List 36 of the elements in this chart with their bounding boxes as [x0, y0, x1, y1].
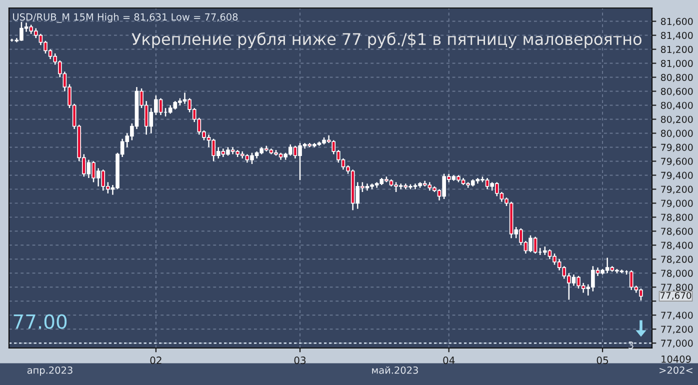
y-tick-label: 78,200	[661, 256, 693, 264]
text: апр.2023	[27, 366, 72, 376]
y-tick-label: 77,400	[661, 312, 693, 320]
y-tick-label: 81,200	[660, 46, 693, 54]
y-tick-label: 79,800	[661, 144, 693, 152]
text: >202<	[660, 366, 692, 374]
annotation: 3	[628, 341, 634, 349]
y-tick-label: 80,200	[660, 116, 693, 124]
text: Укрепление рубля ниже 77 руб./$1 в пятницу маловероятно	[132, 32, 642, 48]
y-tick-label: 79,600	[661, 158, 693, 166]
y-tick-label: 77,800	[661, 284, 693, 292]
y-tick-label: 80,400	[660, 102, 693, 110]
y-tick-label: 80,600	[660, 88, 693, 96]
x-tick-label: 05	[596, 356, 608, 364]
annotation: 77.00	[14, 314, 67, 329]
text: 10409	[662, 355, 691, 363]
y-tick-label: 81,000	[660, 60, 693, 68]
x-tick-label: 02	[150, 356, 162, 364]
y-tick-label: 78,600	[661, 228, 693, 236]
y-tick-label: 78,400	[661, 242, 693, 250]
y-tick-label: 79,000	[661, 200, 693, 208]
y-tick-label: 79,400	[661, 172, 693, 180]
y-tick-label: 78,800	[661, 214, 693, 222]
text: май.2023	[372, 366, 418, 374]
y-tick-label: 80,000	[660, 130, 693, 138]
y-tick-label: 77,000	[661, 340, 693, 348]
y-tick-label: 81,400	[660, 32, 693, 40]
y-tick-label: 78,000	[661, 270, 693, 278]
annotation: USD/RUB_M 15M High = 81,631 Low = 77,608	[13, 13, 238, 23]
y-tick-label: 77,200	[661, 326, 693, 334]
text: 77,670	[660, 292, 692, 300]
y-tick-label: 80,800	[660, 74, 693, 82]
x-tick-label: 04	[443, 356, 455, 364]
y-tick-label: 81,600	[660, 18, 693, 26]
x-tick-label: 03	[294, 356, 306, 364]
y-tick-label: 79,200	[661, 186, 693, 194]
